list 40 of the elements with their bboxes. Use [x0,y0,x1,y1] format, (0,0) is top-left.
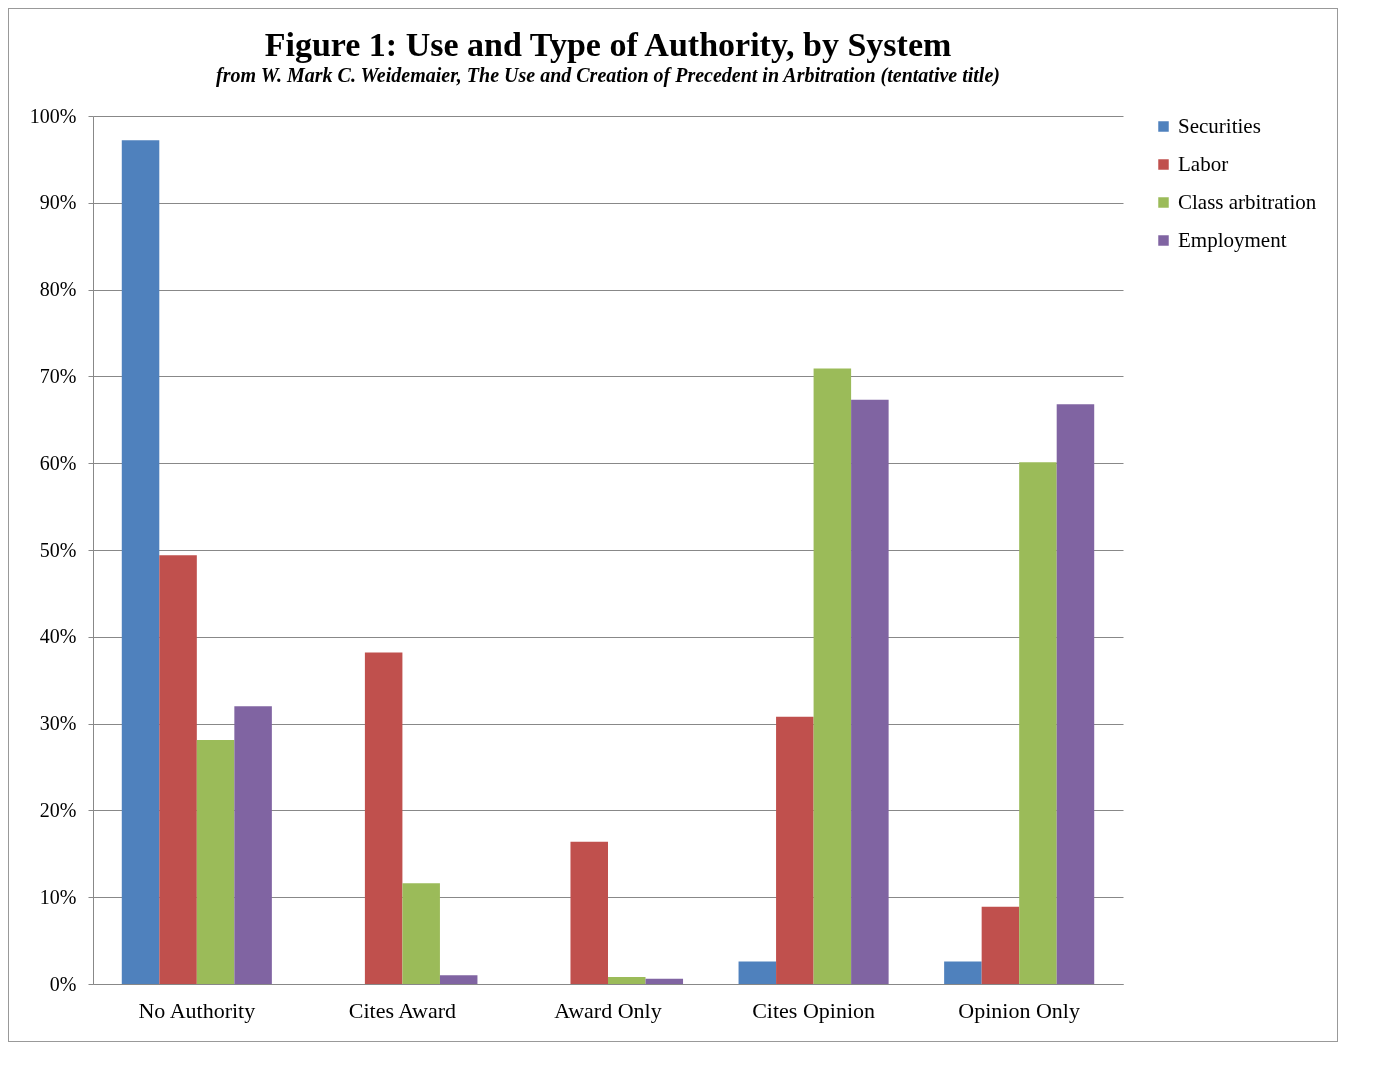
bar [851,399,889,984]
x-tick-label: Opinion Only [958,997,1080,1023]
bar [944,961,982,984]
bar [196,740,235,984]
y-tick-label: 100% [29,104,77,127]
y-tick-label: 20% [39,798,77,821]
legend-label: Securities [1178,113,1261,138]
bar [1019,462,1057,984]
chart-title: Figure 1: Use and Type of Authority, by System [264,26,952,63]
bar [121,140,160,984]
legend-label: Labor [1178,151,1229,176]
y-tick-label: 60% [39,451,77,474]
bar [981,906,1020,984]
bar [608,977,646,984]
y-tick-label: 70% [39,364,77,387]
x-tick-label: No Authority [138,997,256,1023]
y-tick-label: 0% [49,972,77,995]
y-tick-label: 10% [39,885,77,908]
legend-label: Class arbitration [1178,189,1317,214]
y-tick-label: 50% [39,538,77,561]
bar [776,716,814,984]
x-tick-label: Cites Opinion [752,997,876,1023]
y-tick-label: 80% [39,278,77,301]
y-tick-label: 90% [39,191,77,214]
bar [234,706,272,984]
bar [364,652,403,984]
chart-subtitle: from W. Mark C. Weidemaier, The Use and Creation of Precedent in Arbitration (tentative title) [216,64,1000,87]
bar [645,978,684,984]
bar [738,961,777,984]
x-tick-label: Cites Award [348,997,457,1023]
bar [813,368,852,984]
bar [1056,404,1095,984]
legend-label: Employment [1178,227,1287,252]
bar [159,555,197,984]
bar [402,883,440,984]
bar [439,975,478,984]
bar [570,841,608,984]
x-tick-label: Award Only [554,997,662,1023]
y-tick-label: 40% [39,625,77,648]
y-tick-label: 30% [39,712,77,735]
